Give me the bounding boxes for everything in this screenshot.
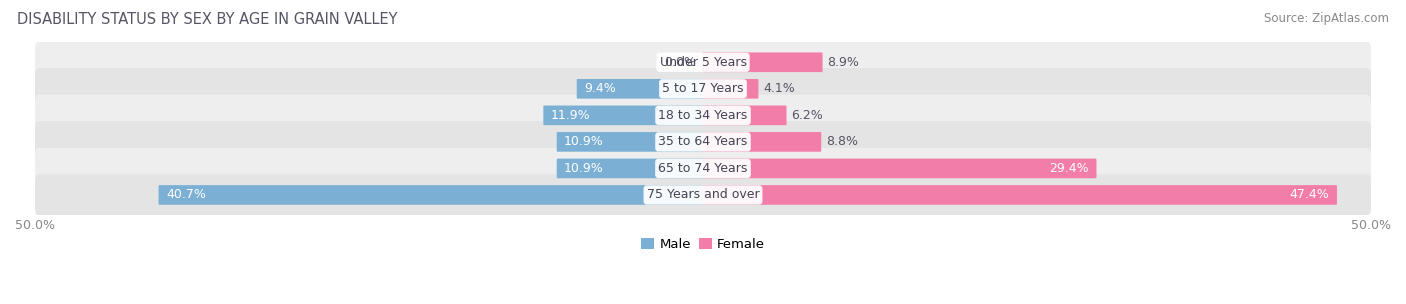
Text: 40.7%: 40.7% [166, 188, 205, 202]
Text: 10.9%: 10.9% [564, 162, 603, 175]
FancyBboxPatch shape [703, 105, 786, 125]
Text: 11.9%: 11.9% [551, 109, 591, 122]
Text: 35 to 64 Years: 35 to 64 Years [658, 135, 748, 148]
Text: 5 to 17 Years: 5 to 17 Years [662, 82, 744, 95]
Text: 4.1%: 4.1% [763, 82, 794, 95]
FancyBboxPatch shape [35, 42, 1371, 83]
Text: 75 Years and over: 75 Years and over [647, 188, 759, 202]
FancyBboxPatch shape [35, 174, 1371, 216]
Text: 9.4%: 9.4% [583, 82, 616, 95]
Text: 18 to 34 Years: 18 to 34 Years [658, 109, 748, 122]
FancyBboxPatch shape [35, 148, 1371, 189]
Text: 65 to 74 Years: 65 to 74 Years [658, 162, 748, 175]
Text: 8.8%: 8.8% [825, 135, 858, 148]
Text: DISABILITY STATUS BY SEX BY AGE IN GRAIN VALLEY: DISABILITY STATUS BY SEX BY AGE IN GRAIN… [17, 12, 398, 27]
Text: 29.4%: 29.4% [1049, 162, 1090, 175]
Text: 10.9%: 10.9% [564, 135, 603, 148]
Text: 0.0%: 0.0% [664, 56, 696, 69]
FancyBboxPatch shape [703, 132, 821, 152]
FancyBboxPatch shape [576, 79, 703, 98]
FancyBboxPatch shape [35, 121, 1371, 163]
Text: 47.4%: 47.4% [1289, 188, 1330, 202]
Legend: Male, Female: Male, Female [636, 233, 770, 257]
FancyBboxPatch shape [543, 105, 703, 125]
Text: Under 5 Years: Under 5 Years [659, 56, 747, 69]
FancyBboxPatch shape [159, 185, 703, 205]
Text: Source: ZipAtlas.com: Source: ZipAtlas.com [1264, 12, 1389, 25]
FancyBboxPatch shape [557, 159, 703, 178]
FancyBboxPatch shape [557, 132, 703, 152]
FancyBboxPatch shape [703, 159, 1097, 178]
FancyBboxPatch shape [703, 53, 823, 72]
FancyBboxPatch shape [703, 185, 1337, 205]
Text: 8.9%: 8.9% [827, 56, 859, 69]
FancyBboxPatch shape [703, 79, 758, 98]
FancyBboxPatch shape [35, 68, 1371, 109]
FancyBboxPatch shape [35, 95, 1371, 136]
Text: 6.2%: 6.2% [792, 109, 823, 122]
